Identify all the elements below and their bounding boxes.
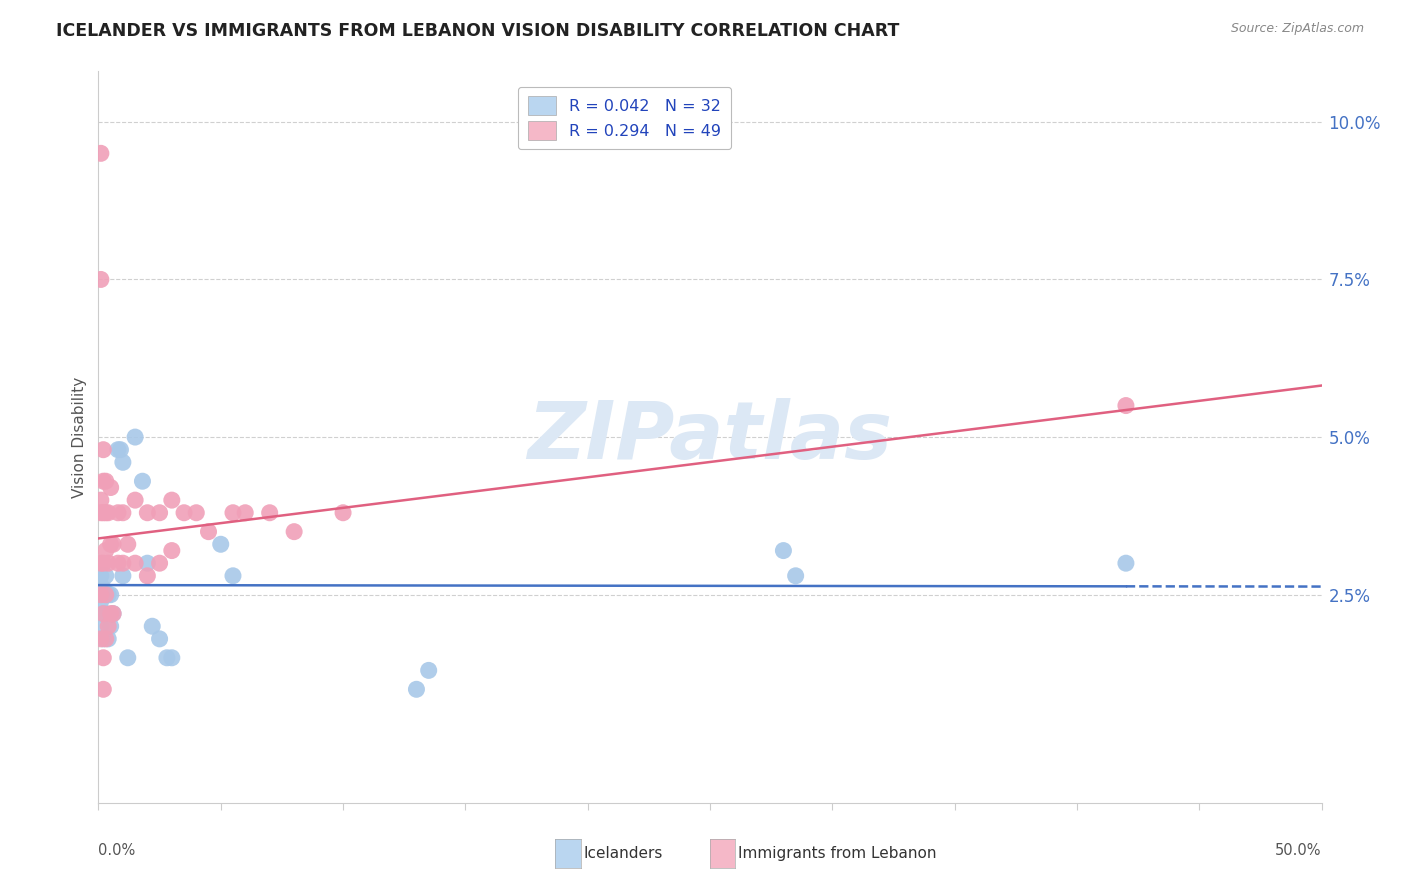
Point bbox=[332, 506, 354, 520]
Point bbox=[91, 442, 114, 457]
Text: ZIPatlas: ZIPatlas bbox=[527, 398, 893, 476]
Point bbox=[100, 537, 122, 551]
Point bbox=[90, 588, 112, 602]
Point bbox=[160, 650, 183, 665]
Point bbox=[222, 506, 245, 520]
Point bbox=[94, 506, 117, 520]
Point bbox=[90, 556, 112, 570]
Point bbox=[149, 632, 172, 646]
Point bbox=[233, 506, 256, 520]
Y-axis label: Vision Disability: Vision Disability bbox=[72, 376, 87, 498]
Text: 0.0%: 0.0% bbox=[98, 843, 135, 858]
Point bbox=[772, 543, 794, 558]
Point bbox=[111, 455, 134, 469]
Point bbox=[90, 272, 112, 286]
Point bbox=[94, 474, 117, 488]
Point bbox=[91, 556, 114, 570]
Point bbox=[94, 588, 117, 602]
Point bbox=[90, 506, 112, 520]
Point bbox=[91, 506, 114, 520]
Point bbox=[136, 556, 159, 570]
Point bbox=[90, 594, 112, 608]
Text: Immigrants from Lebanon: Immigrants from Lebanon bbox=[738, 847, 936, 861]
Point bbox=[100, 607, 122, 621]
Point bbox=[91, 650, 114, 665]
Point bbox=[91, 607, 114, 621]
Point bbox=[91, 582, 114, 596]
Point bbox=[97, 619, 120, 633]
Point bbox=[91, 682, 114, 697]
Point bbox=[418, 664, 440, 678]
Point bbox=[100, 619, 122, 633]
Point bbox=[107, 506, 129, 520]
Point bbox=[186, 506, 208, 520]
Point bbox=[94, 632, 117, 646]
Point bbox=[405, 682, 427, 697]
Point bbox=[117, 650, 139, 665]
Point bbox=[90, 493, 112, 508]
Point bbox=[101, 537, 124, 551]
Point bbox=[100, 481, 122, 495]
Point bbox=[90, 146, 112, 161]
Point bbox=[1115, 399, 1137, 413]
Point bbox=[90, 632, 112, 646]
Text: Source: ZipAtlas.com: Source: ZipAtlas.com bbox=[1230, 22, 1364, 36]
Point bbox=[141, 619, 163, 633]
Point bbox=[90, 569, 112, 583]
Point bbox=[156, 650, 179, 665]
Point bbox=[149, 556, 172, 570]
Point bbox=[97, 632, 120, 646]
Point bbox=[149, 506, 172, 520]
Point bbox=[91, 607, 114, 621]
Point bbox=[91, 632, 114, 646]
Point bbox=[101, 607, 124, 621]
Point bbox=[197, 524, 219, 539]
Point bbox=[101, 607, 124, 621]
Point bbox=[222, 569, 245, 583]
Point bbox=[111, 506, 134, 520]
Point bbox=[90, 619, 112, 633]
Point bbox=[107, 556, 129, 570]
Point bbox=[107, 442, 129, 457]
Point bbox=[91, 474, 114, 488]
Point bbox=[160, 543, 183, 558]
Point bbox=[124, 493, 146, 508]
Text: 50.0%: 50.0% bbox=[1275, 843, 1322, 858]
Point bbox=[97, 506, 120, 520]
Point bbox=[97, 556, 120, 570]
Point bbox=[785, 569, 807, 583]
Point bbox=[124, 430, 146, 444]
Point bbox=[209, 537, 232, 551]
Point bbox=[97, 588, 120, 602]
Point bbox=[94, 543, 117, 558]
Point bbox=[259, 506, 281, 520]
Legend: R = 0.042   N = 32, R = 0.294   N = 49: R = 0.042 N = 32, R = 0.294 N = 49 bbox=[517, 87, 731, 149]
Point bbox=[1115, 556, 1137, 570]
Point bbox=[131, 474, 153, 488]
Point bbox=[94, 569, 117, 583]
Point bbox=[124, 556, 146, 570]
Text: Icelanders: Icelanders bbox=[583, 847, 662, 861]
Point bbox=[117, 537, 139, 551]
Point bbox=[94, 607, 117, 621]
Point bbox=[136, 569, 159, 583]
Text: ICELANDER VS IMMIGRANTS FROM LEBANON VISION DISABILITY CORRELATION CHART: ICELANDER VS IMMIGRANTS FROM LEBANON VIS… bbox=[56, 22, 900, 40]
Point bbox=[173, 506, 195, 520]
Point bbox=[283, 524, 305, 539]
Point bbox=[110, 442, 132, 457]
Point bbox=[111, 569, 134, 583]
Point bbox=[160, 493, 183, 508]
Point bbox=[136, 506, 159, 520]
Point bbox=[100, 588, 122, 602]
Point bbox=[111, 556, 134, 570]
